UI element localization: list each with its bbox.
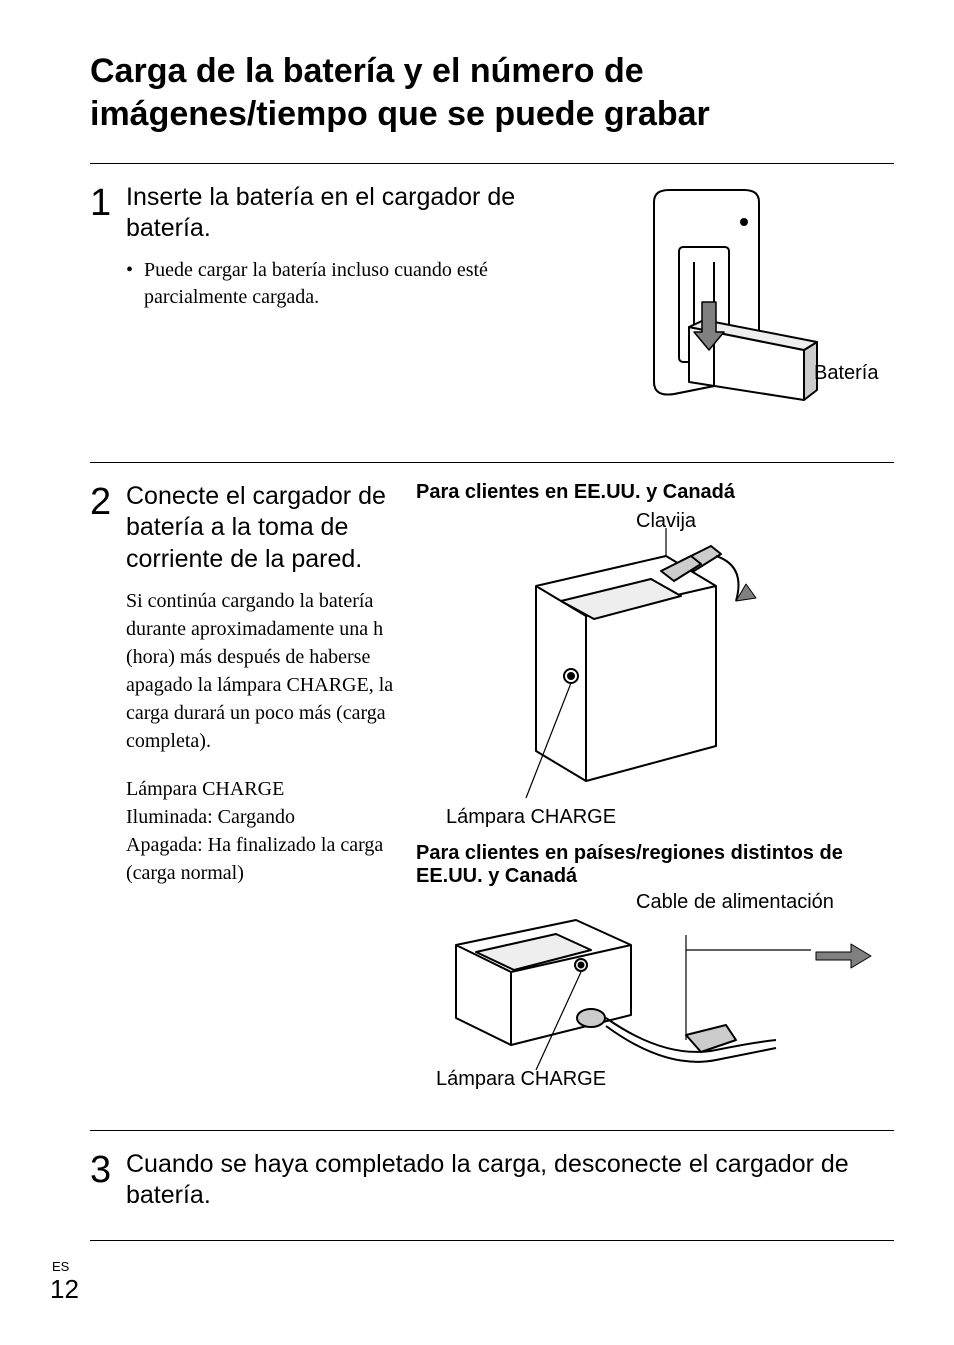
figure-us-charger: Clavija <box>416 506 876 836</box>
step-2: 2 Conecte el cargador de batería a la to… <box>90 481 894 1131</box>
page-language: ES <box>52 1259 79 1274</box>
other-charger-illustration <box>416 890 876 1090</box>
page-number: 12 <box>50 1274 79 1304</box>
step-3: 3 Cuando se haya completado la carga, de… <box>90 1149 894 1241</box>
step-2-para1: Si continúa cargando la batería durante … <box>126 587 406 755</box>
step-1-figure: Batería <box>594 182 894 442</box>
title-rule <box>90 163 894 164</box>
sub-heading-us: Para clientes en EE.UU. y Canadá <box>416 481 876 504</box>
step-1-bullet: • Puede cargar la batería incluso cuando… <box>126 257 584 311</box>
step-1-bullet-text: Puede cargar la batería incluso cuando e… <box>144 257 584 311</box>
step-1-heading: Inserte la batería en el cargador de bat… <box>126 182 584 245</box>
charger-battery-illustration <box>594 182 894 442</box>
us-charger-illustration <box>416 516 876 816</box>
step-1-number: 1 <box>90 182 126 442</box>
step-2-number: 2 <box>90 481 126 1110</box>
charge-lamp-label-2: Lámpara CHARGE <box>436 1068 606 1091</box>
battery-label: Batería <box>814 362 878 385</box>
page-title: Carga de la batería y el número de imáge… <box>90 50 894 135</box>
sub-heading-other: Para clientes en países/regiones distint… <box>416 842 876 888</box>
charge-lamp-label-1: Lámpara CHARGE <box>446 806 616 829</box>
step-3-number: 3 <box>90 1149 126 1212</box>
figure-other-charger: Cable de alimentación <box>416 890 876 1110</box>
page-footer: ES 12 <box>50 1259 79 1305</box>
step-2-para2: Lámpara CHARGE Iluminada: Cargando Apaga… <box>126 775 406 887</box>
step-3-heading: Cuando se haya completado la carga, desc… <box>126 1149 894 1212</box>
step-1: 1 Inserte la batería en el cargador de b… <box>90 182 894 463</box>
step-2-heading: Conecte el cargador de batería a la toma… <box>126 481 406 575</box>
